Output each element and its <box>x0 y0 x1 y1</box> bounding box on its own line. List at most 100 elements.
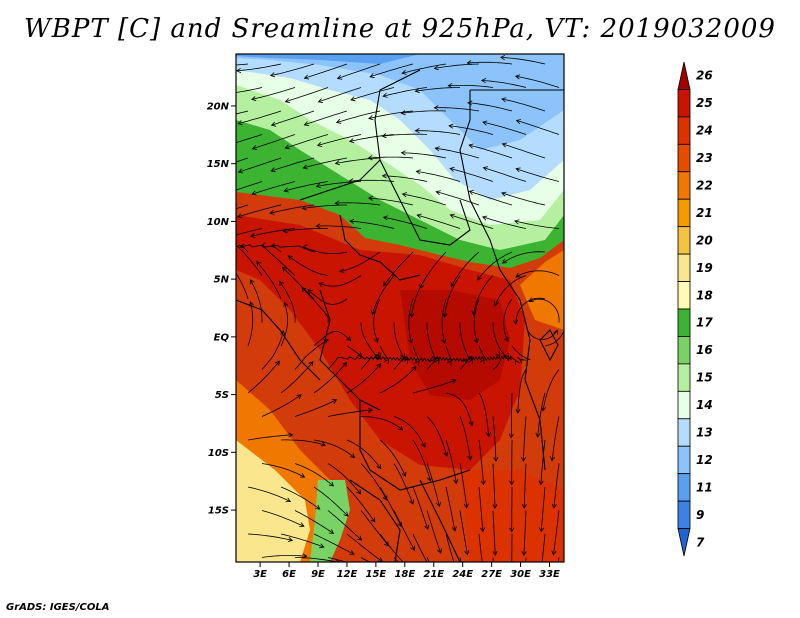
lon-tick-label: 12E <box>337 569 358 580</box>
streamline <box>516 120 560 135</box>
streamline <box>435 147 480 159</box>
streamline <box>349 220 395 229</box>
streamline-arrow <box>401 471 407 478</box>
streamline-arrow <box>210 242 215 246</box>
streamline-arrow <box>466 60 472 66</box>
streamline-arrow <box>551 503 557 509</box>
streamline-arrow <box>414 88 420 94</box>
streamline <box>251 181 296 195</box>
streamline <box>412 439 431 482</box>
streamline <box>369 63 414 78</box>
streamline <box>346 439 382 469</box>
streamline <box>294 339 329 370</box>
streamline-arrow <box>320 441 327 447</box>
streamline-arrow <box>479 358 485 365</box>
streamline-arrow <box>447 82 453 89</box>
streamline <box>492 416 497 462</box>
streamline <box>318 275 362 287</box>
streamline <box>502 251 546 264</box>
streamline <box>282 266 315 300</box>
streamline <box>412 533 428 562</box>
streamline <box>412 486 429 530</box>
streamline <box>492 322 510 361</box>
streamline <box>379 439 406 477</box>
streamline-arrow <box>376 464 382 470</box>
streamline-arrow <box>219 237 224 241</box>
streamline-arrow <box>239 243 245 249</box>
streamline-arrow <box>495 598 499 602</box>
streamline <box>473 298 480 344</box>
streamline <box>501 192 546 206</box>
streamline-arrow <box>463 503 469 509</box>
streamline <box>236 134 263 143</box>
streamline-arrow <box>342 361 348 367</box>
lat-tick-label: 10N <box>207 217 230 228</box>
streamline <box>346 345 380 360</box>
streamline-arrow <box>251 145 258 150</box>
streamline-arrow <box>269 72 276 78</box>
lon-tick-label: 9E <box>311 569 325 580</box>
lat-tick-label: EQ <box>214 332 230 343</box>
streamline-arrow <box>250 96 257 102</box>
lat-tick-label: 5N <box>214 275 230 286</box>
streamline-arrow <box>515 408 521 414</box>
streamline <box>302 204 347 209</box>
streamline <box>441 298 447 344</box>
streamline-arrow <box>231 248 235 252</box>
streamline <box>449 125 494 135</box>
streamline-arrow <box>381 133 387 139</box>
country-borders <box>236 69 564 562</box>
streamline <box>417 214 461 229</box>
streamline-arrow <box>279 280 284 286</box>
streamline-arrow <box>541 406 547 412</box>
streamline <box>360 322 381 360</box>
streamline-arrow <box>283 301 289 308</box>
streamline <box>416 171 461 182</box>
streamline <box>408 298 414 344</box>
streamline <box>503 298 513 342</box>
streamline-arrow <box>468 190 474 195</box>
streamline <box>360 463 388 501</box>
streamline <box>481 80 527 88</box>
streamline-arrow <box>464 550 470 556</box>
streamline <box>368 156 414 159</box>
streamline-arrow <box>433 65 439 71</box>
streamline-arrow <box>370 517 376 523</box>
streamline <box>280 439 326 446</box>
streamline-arrow <box>433 105 439 111</box>
streamline <box>540 486 546 532</box>
streamline-arrow <box>482 120 488 126</box>
streamline <box>515 270 560 278</box>
streamline-arrow <box>357 351 363 357</box>
streamline-arrow <box>285 497 292 503</box>
streamline-arrow <box>514 219 520 225</box>
streamline <box>368 197 414 206</box>
streamline <box>411 275 428 318</box>
streamline-arrow <box>493 456 499 463</box>
streamline <box>393 510 415 551</box>
streamline <box>247 301 254 347</box>
streamline-arrow <box>335 559 340 562</box>
streamline-arrow <box>335 118 342 124</box>
streamline <box>412 345 435 363</box>
streamline-arrow <box>382 495 388 501</box>
streamline <box>478 486 484 532</box>
streamline-arrow <box>381 173 387 179</box>
streamline-arrow <box>368 407 374 413</box>
streamline-arrow <box>218 92 222 96</box>
streamline-arrow <box>401 192 408 198</box>
streamline <box>236 87 263 93</box>
streamline-arrow <box>515 119 521 124</box>
streamline-arrow <box>308 361 314 367</box>
streamline-arrow <box>336 74 343 80</box>
streamline <box>553 463 560 509</box>
streamline-arrow <box>492 550 498 557</box>
streamline <box>478 439 484 485</box>
streamline <box>313 439 355 459</box>
streamline-arrow <box>467 455 473 461</box>
streamline <box>318 87 362 103</box>
streamline <box>346 486 376 523</box>
streamline <box>510 392 513 438</box>
streamline <box>445 486 456 531</box>
green-coast-zone <box>310 480 350 562</box>
